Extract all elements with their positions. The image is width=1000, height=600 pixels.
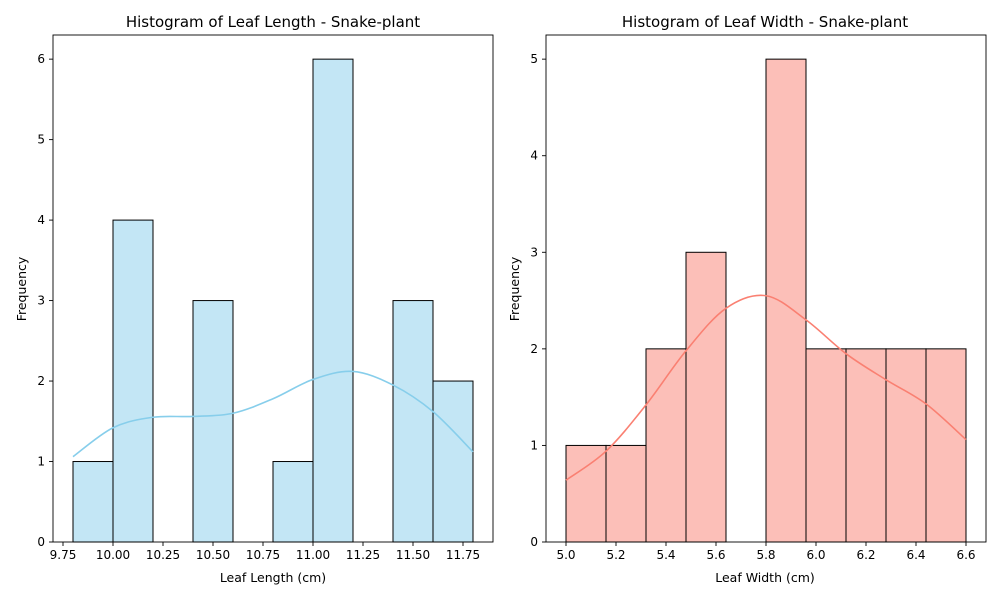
plot-area: 5.0 5.2 5.4 5.6 5.8 6.0 6.2 6.4 6.6 0 1 2 3 4 5: [530, 34, 987, 562]
histogram-bar: [925, 348, 967, 543]
x-tick-label: 10.50: [196, 548, 230, 562]
x-tick-label: 10.75: [246, 548, 280, 562]
chart-title: Histogram of Leaf Width - Snake-plant: [622, 13, 908, 31]
histogram-bar: [565, 444, 607, 543]
y-axis-label: Frequency: [507, 256, 522, 321]
x-tick-label: 11.50: [396, 548, 430, 562]
y-tick-label: 2: [37, 374, 45, 388]
y-tick-label: 5: [530, 52, 538, 66]
y-tick-label: 5: [37, 133, 45, 147]
x-tick-label: 6.0: [806, 548, 825, 562]
y-tick-label: 3: [37, 294, 45, 308]
histogram-bar: [272, 461, 314, 543]
y-tick-label: 4: [37, 213, 45, 227]
histogram-bar: [805, 348, 847, 543]
y-tick-label: 1: [530, 438, 538, 452]
y-tick-label: 4: [530, 149, 538, 163]
y-tick-label: 2: [530, 342, 538, 356]
histogram-bar: [72, 461, 114, 543]
plot-area: 9.75 10.00 10.25 10.50 10.75 11.00 11.25 11.50 1…: [37, 34, 494, 562]
x-tick-label: 5.2: [606, 548, 625, 562]
y-tick-label: 0: [530, 535, 538, 549]
histogram-bar: [885, 348, 927, 543]
y-tick-label: 3: [530, 245, 538, 259]
histogram-bar: [192, 300, 234, 543]
kde-line: [565, 294, 967, 481]
kde-line: [72, 370, 474, 458]
chart-leaf-width: Histogram of Leaf Width - Snake-plant 5.…: [507, 13, 987, 585]
histogram-bar: [685, 251, 727, 543]
x-tick-label: 6.2: [856, 548, 875, 562]
x-tick-label: 5.4: [656, 548, 675, 562]
histogram-bar: [112, 219, 154, 543]
x-tick-label: 10.00: [96, 548, 130, 562]
x-axis-label: Leaf Length (cm): [220, 570, 326, 585]
x-axis-label: Leaf Width (cm): [715, 570, 815, 585]
x-tick-label: 9.75: [50, 548, 77, 562]
y-tick-label: 1: [37, 455, 45, 469]
histogram-bar: [845, 348, 887, 543]
y-axis-label: Frequency: [14, 256, 29, 321]
x-tick-label: 5.8: [756, 548, 775, 562]
y-tick-label: 6: [37, 52, 45, 66]
histogram-bar: [312, 58, 354, 543]
histogram-bar: [605, 444, 647, 543]
x-tick-label: 5.6: [706, 548, 725, 562]
x-tick-label: 11.75: [446, 548, 480, 562]
x-tick-label: 6.6: [956, 548, 975, 562]
chart-title: Histogram of Leaf Length - Snake-plant: [126, 13, 420, 31]
chart-leaf-length: Histogram of Leaf Length - Snake-plant 9…: [14, 13, 494, 585]
histogram-bar: [432, 380, 474, 543]
x-tick-label: 6.4: [906, 548, 925, 562]
histogram-bar: [765, 58, 807, 543]
axes-frame: [52, 34, 494, 543]
x-tick-label: 5.0: [556, 548, 575, 562]
x-tick-label: 11.00: [296, 548, 330, 562]
x-tick-label: 11.25: [346, 548, 380, 562]
x-tick-label: 10.25: [146, 548, 180, 562]
histogram-bar: [392, 300, 434, 543]
y-tick-label: 0: [37, 535, 45, 549]
